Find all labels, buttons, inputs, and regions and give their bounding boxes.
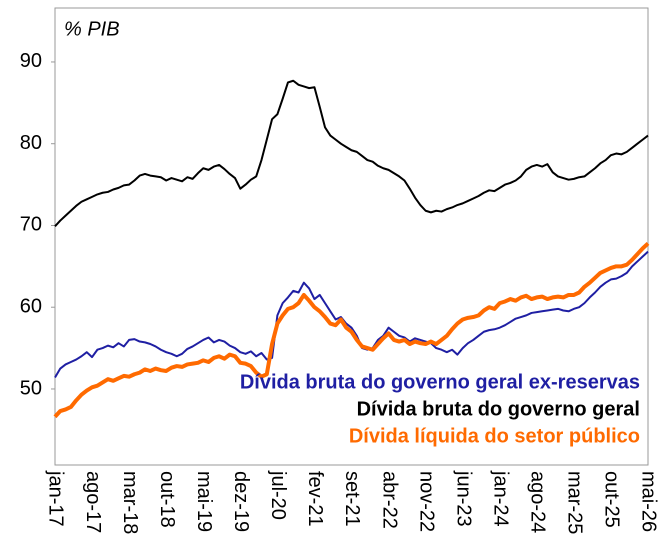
plot-frame xyxy=(54,7,649,466)
x-tick-label: mar-25 xyxy=(564,471,586,534)
y-tick-label: 90 xyxy=(20,50,42,72)
legend-label: Dívida bruta do governo geral xyxy=(357,398,640,420)
series-line xyxy=(54,250,649,379)
x-tick-label: set-21 xyxy=(341,471,363,527)
x-tick-label: ago-24 xyxy=(527,471,549,533)
x-tick-label: jun-23 xyxy=(452,470,474,527)
x-tick-label: fev-21 xyxy=(304,471,326,527)
chart-title: % PIB xyxy=(64,18,120,40)
series-line xyxy=(54,79,649,227)
legend-label: Dívida bruta do governo geral ex-reserva… xyxy=(240,371,640,393)
y-tick-label: 50 xyxy=(20,377,42,399)
x-tick-label: mai-26 xyxy=(638,471,660,532)
y-tick-label: 80 xyxy=(20,132,42,154)
y-tick-label: 70 xyxy=(20,214,42,236)
x-tick-label: jan-24 xyxy=(489,470,511,527)
y-tick-label: 60 xyxy=(20,295,42,317)
x-tick-label: nov-22 xyxy=(415,471,437,532)
x-tick-label: abr-22 xyxy=(378,471,400,529)
series-line xyxy=(53,241,650,419)
legend-label: Dívida líquida do setor público xyxy=(349,425,640,447)
x-tick-label: out-18 xyxy=(156,471,178,528)
x-tick-label: dez-19 xyxy=(230,471,252,532)
x-tick-label: jul-20 xyxy=(267,470,289,520)
x-tick-label: jan-17 xyxy=(45,470,67,527)
x-tick-label: ago-17 xyxy=(82,471,104,533)
x-tick-label: mar-18 xyxy=(119,471,141,534)
x-tick-label: mai-19 xyxy=(193,471,215,532)
x-tick-label: out-25 xyxy=(601,471,623,528)
